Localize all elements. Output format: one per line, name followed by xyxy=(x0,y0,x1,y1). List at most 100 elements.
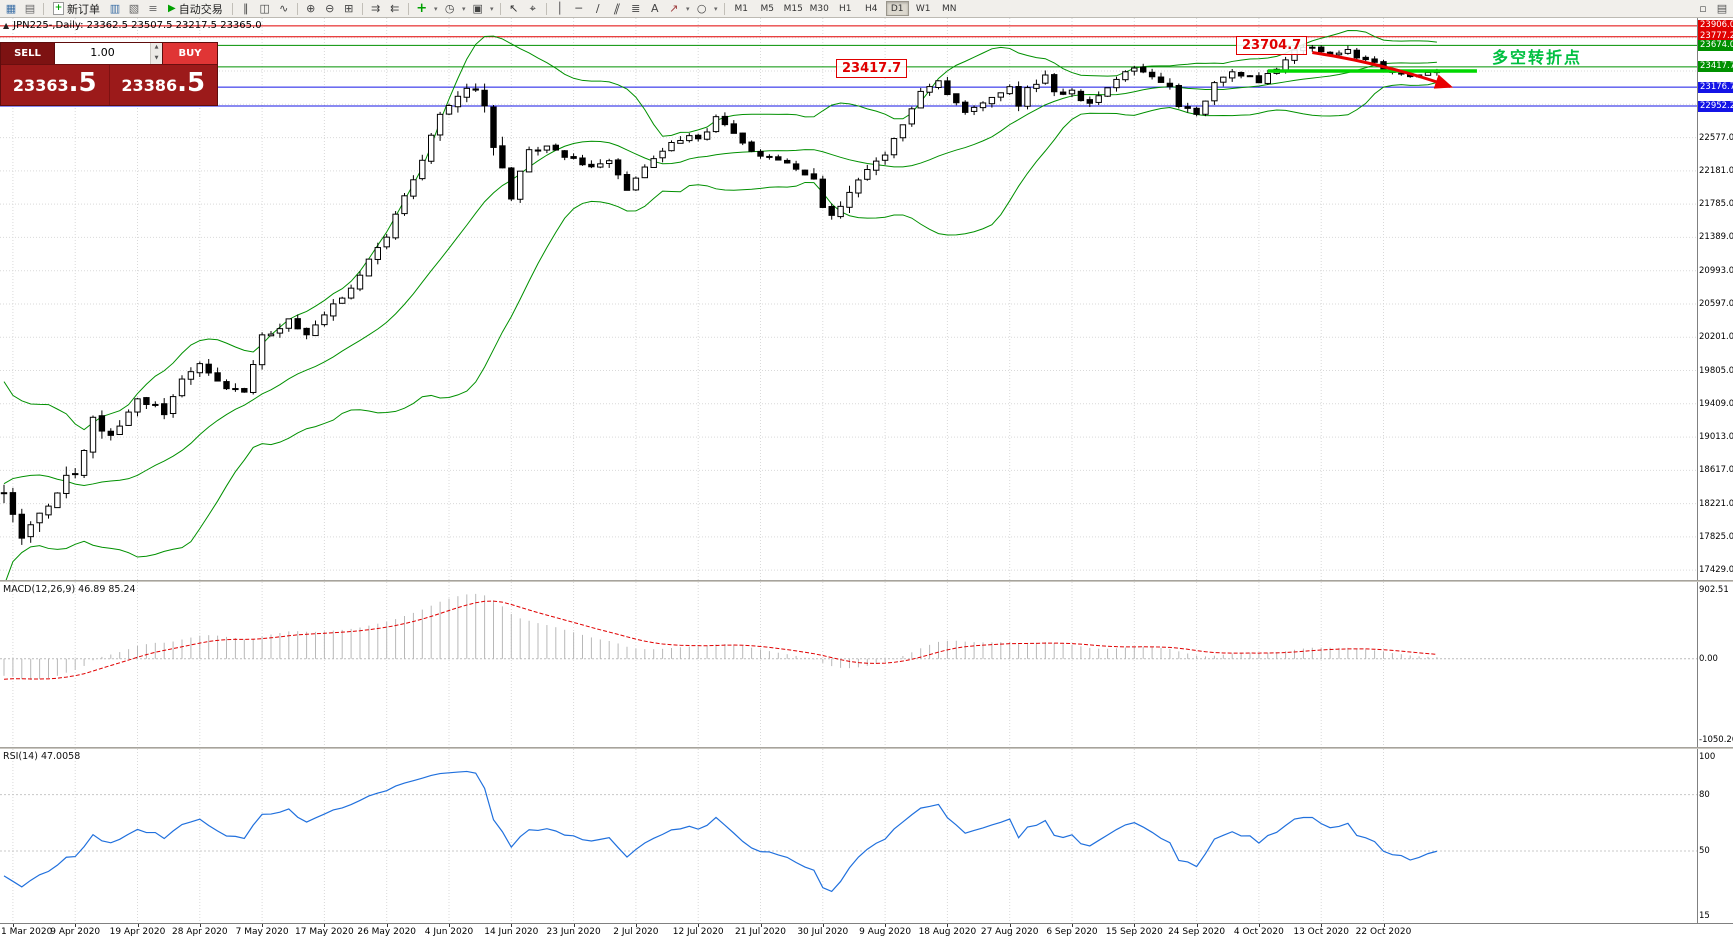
arrows-caret-icon[interactable]: ▾ xyxy=(685,4,690,13)
date-tick xyxy=(75,924,77,927)
templates-caret-icon[interactable]: ▾ xyxy=(489,4,494,13)
layout-window-icon[interactable]: ▤ xyxy=(1716,2,1728,15)
timeframe-m5[interactable]: M5 xyxy=(760,3,774,14)
main-price-axis[interactable]: 22577.0 22181.0 21785.0 21389.0 20993.0 20597… xyxy=(1697,18,1733,580)
timeframe-w1[interactable]: W1 xyxy=(915,3,931,14)
price-axis-label: 19805.0 xyxy=(1699,365,1733,376)
zoom-out-icon[interactable]: ⊖ xyxy=(325,2,335,15)
dock-window-icon[interactable]: ▫ xyxy=(1699,2,1707,15)
line-chart-icon[interactable]: ∿ xyxy=(279,2,289,15)
price-axis-label: 18617.0 xyxy=(1699,465,1733,476)
volume-up-button[interactable]: ▲ xyxy=(151,43,162,54)
periods-caret-icon[interactable]: ▾ xyxy=(461,4,466,13)
buy-price-fraction: .5 xyxy=(177,68,206,98)
candlestick-icon[interactable]: ◫ xyxy=(259,2,270,15)
chart-shift-icon[interactable]: ⇇ xyxy=(390,2,400,15)
macd-axis-label: 0.00 xyxy=(1699,653,1718,664)
price-annotation-23704[interactable]: 23704.7 xyxy=(1236,36,1308,55)
volume-box: 1.00 ▲ ▼ xyxy=(55,43,163,64)
grid-icon[interactable]: ⊞ xyxy=(344,2,354,15)
trendline-icon[interactable]: ∕ xyxy=(595,2,600,15)
date-label: 9 Apr 2020 xyxy=(50,927,101,937)
turning-point-note[interactable]: 多空转折点 xyxy=(1492,48,1583,67)
data-window-icon[interactable]: ▧ xyxy=(128,2,140,15)
price-annotation-23417[interactable]: 23417.7 xyxy=(836,59,908,78)
toolbar-separator xyxy=(407,2,409,15)
volume-input[interactable]: 1.00 xyxy=(90,46,115,59)
autotrading-button-label: 自动交易 xyxy=(178,2,223,16)
horizontal-line-icon[interactable]: ─ xyxy=(575,2,583,15)
vertical-line-icon[interactable]: │ xyxy=(556,2,564,15)
red-trend-arrow[interactable] xyxy=(1312,50,1454,89)
date-tick xyxy=(324,924,326,927)
auto-scroll-icon[interactable]: ⇉ xyxy=(371,2,381,15)
crosshair-icon[interactable]: ⌖ xyxy=(529,1,536,15)
fibonacci-icon[interactable]: ≣ xyxy=(631,2,641,15)
cursor-icon[interactable]: ↖ xyxy=(509,2,519,15)
toolbar: ▦ ▤ + 新订单 ▥ ▧ ≡ ▶ 自动交易 ∥ ◫ ∿ ⊕ ⊖ ⊞ ⇉ ⇇ + ▾ ◷ ▾ ▣ ▾ ↖ ⌖ │ ─ ∕ ∥ ≣ A ↗ ▾ ○ ▾… xyxy=(0,0,1733,18)
rsi-axis[interactable]: 100 80 50 15 xyxy=(1697,749,1733,923)
date-tick xyxy=(1383,924,1385,927)
timeframe-d1[interactable]: D1 xyxy=(885,1,909,16)
macd-svg xyxy=(0,582,1697,747)
toolbar-separator xyxy=(43,2,44,15)
zoom-in-icon[interactable]: ⊕ xyxy=(306,2,316,15)
timeframe-m1[interactable]: M1 xyxy=(734,3,748,14)
channel-icon[interactable]: ∥ xyxy=(611,2,622,15)
market-watch-icon[interactable]: ▥ xyxy=(109,2,121,15)
bollinger-middle-line xyxy=(3,61,1437,486)
periods-icon[interactable]: ◷ xyxy=(444,2,455,15)
templates-icon[interactable]: ▣ xyxy=(472,2,483,15)
price-axis-label: 22577.0 xyxy=(1699,132,1733,143)
rsi-panel[interactable]: RSI(14) 47.0058 xyxy=(0,749,1697,923)
timeframe-m30[interactable]: M30 xyxy=(809,3,829,14)
date-tick xyxy=(698,924,700,927)
indicators-caret-icon[interactable]: ▾ xyxy=(433,4,438,13)
new-chart-icon[interactable]: ▦ xyxy=(5,2,17,15)
indicators-icon[interactable]: + xyxy=(416,1,428,16)
date-label: 24 Sep 2020 xyxy=(1168,927,1226,937)
play-icon: ▶ xyxy=(168,2,176,14)
volume-down-button[interactable]: ▼ xyxy=(151,53,162,64)
buy-button[interactable]: BUY xyxy=(163,43,217,64)
rsi-axis-label: 50 xyxy=(1699,846,1710,856)
new-order-button[interactable]: + 新订单 xyxy=(48,1,105,17)
timeframe-mn[interactable]: MN xyxy=(941,3,957,14)
price-axis-label: 19013.0 xyxy=(1699,432,1733,443)
rsi-axis-label: 15 xyxy=(1699,911,1710,921)
sell-button[interactable]: SELL xyxy=(1,43,55,64)
one-click-toggle-icon[interactable]: ▲ xyxy=(3,21,10,30)
buy-price[interactable]: 23386.5 xyxy=(110,65,218,105)
date-label: 4 Jun 2020 xyxy=(424,927,474,937)
panel-separator[interactable] xyxy=(0,580,1733,582)
timeframe-h4[interactable]: H4 xyxy=(864,3,878,14)
date-tick xyxy=(1321,924,1323,927)
date-label: 13 Oct 2020 xyxy=(1293,927,1350,937)
date-tick xyxy=(1196,924,1198,927)
bar-chart-icon[interactable]: ∥ xyxy=(242,2,249,15)
date-axis[interactable]: 1 Mar 2020 9 Apr 2020 19 Apr 2020 28 Apr 20… xyxy=(0,923,1733,937)
one-click-trading-panel: SELL 1.00 ▲ ▼ BUY 23363.5 23386.5 xyxy=(0,42,218,106)
price-axis-label: 17825.0 xyxy=(1699,531,1733,542)
main-chart-panel[interactable] xyxy=(0,18,1697,580)
sell-price[interactable]: 23363.5 xyxy=(1,65,110,105)
price-axis-label: 17429.0 xyxy=(1699,565,1733,576)
arrows-icon[interactable]: ↗ xyxy=(669,2,679,15)
text-label-icon[interactable]: A xyxy=(650,2,659,15)
macd-axis[interactable]: 902.51 0.00 -1050.26 xyxy=(1697,582,1733,747)
date-label: 21 Jul 2020 xyxy=(735,927,786,937)
rsi-axis-label: 80 xyxy=(1699,789,1710,800)
profiles-icon[interactable]: ▤ xyxy=(24,2,36,15)
macd-axis-label: -1050.26 xyxy=(1699,735,1733,745)
macd-panel[interactable]: MACD(12,26,9) 46.89 85.24 xyxy=(0,582,1697,747)
panel-separator[interactable] xyxy=(0,747,1733,749)
price-axis-label: 21389.0 xyxy=(1699,232,1733,243)
buy-price-main: 23386 xyxy=(121,76,178,95)
timeframe-h1[interactable]: H1 xyxy=(838,3,852,14)
rsi-axis-label: 100 xyxy=(1699,752,1716,762)
autotrading-button[interactable]: ▶ 自动交易 xyxy=(163,1,228,17)
navigator-icon[interactable]: ≡ xyxy=(148,2,158,15)
shapes-icon[interactable]: ○ xyxy=(696,2,707,15)
timeframe-m15[interactable]: M15 xyxy=(783,3,803,14)
shapes-caret-icon[interactable]: ▾ xyxy=(713,4,718,13)
